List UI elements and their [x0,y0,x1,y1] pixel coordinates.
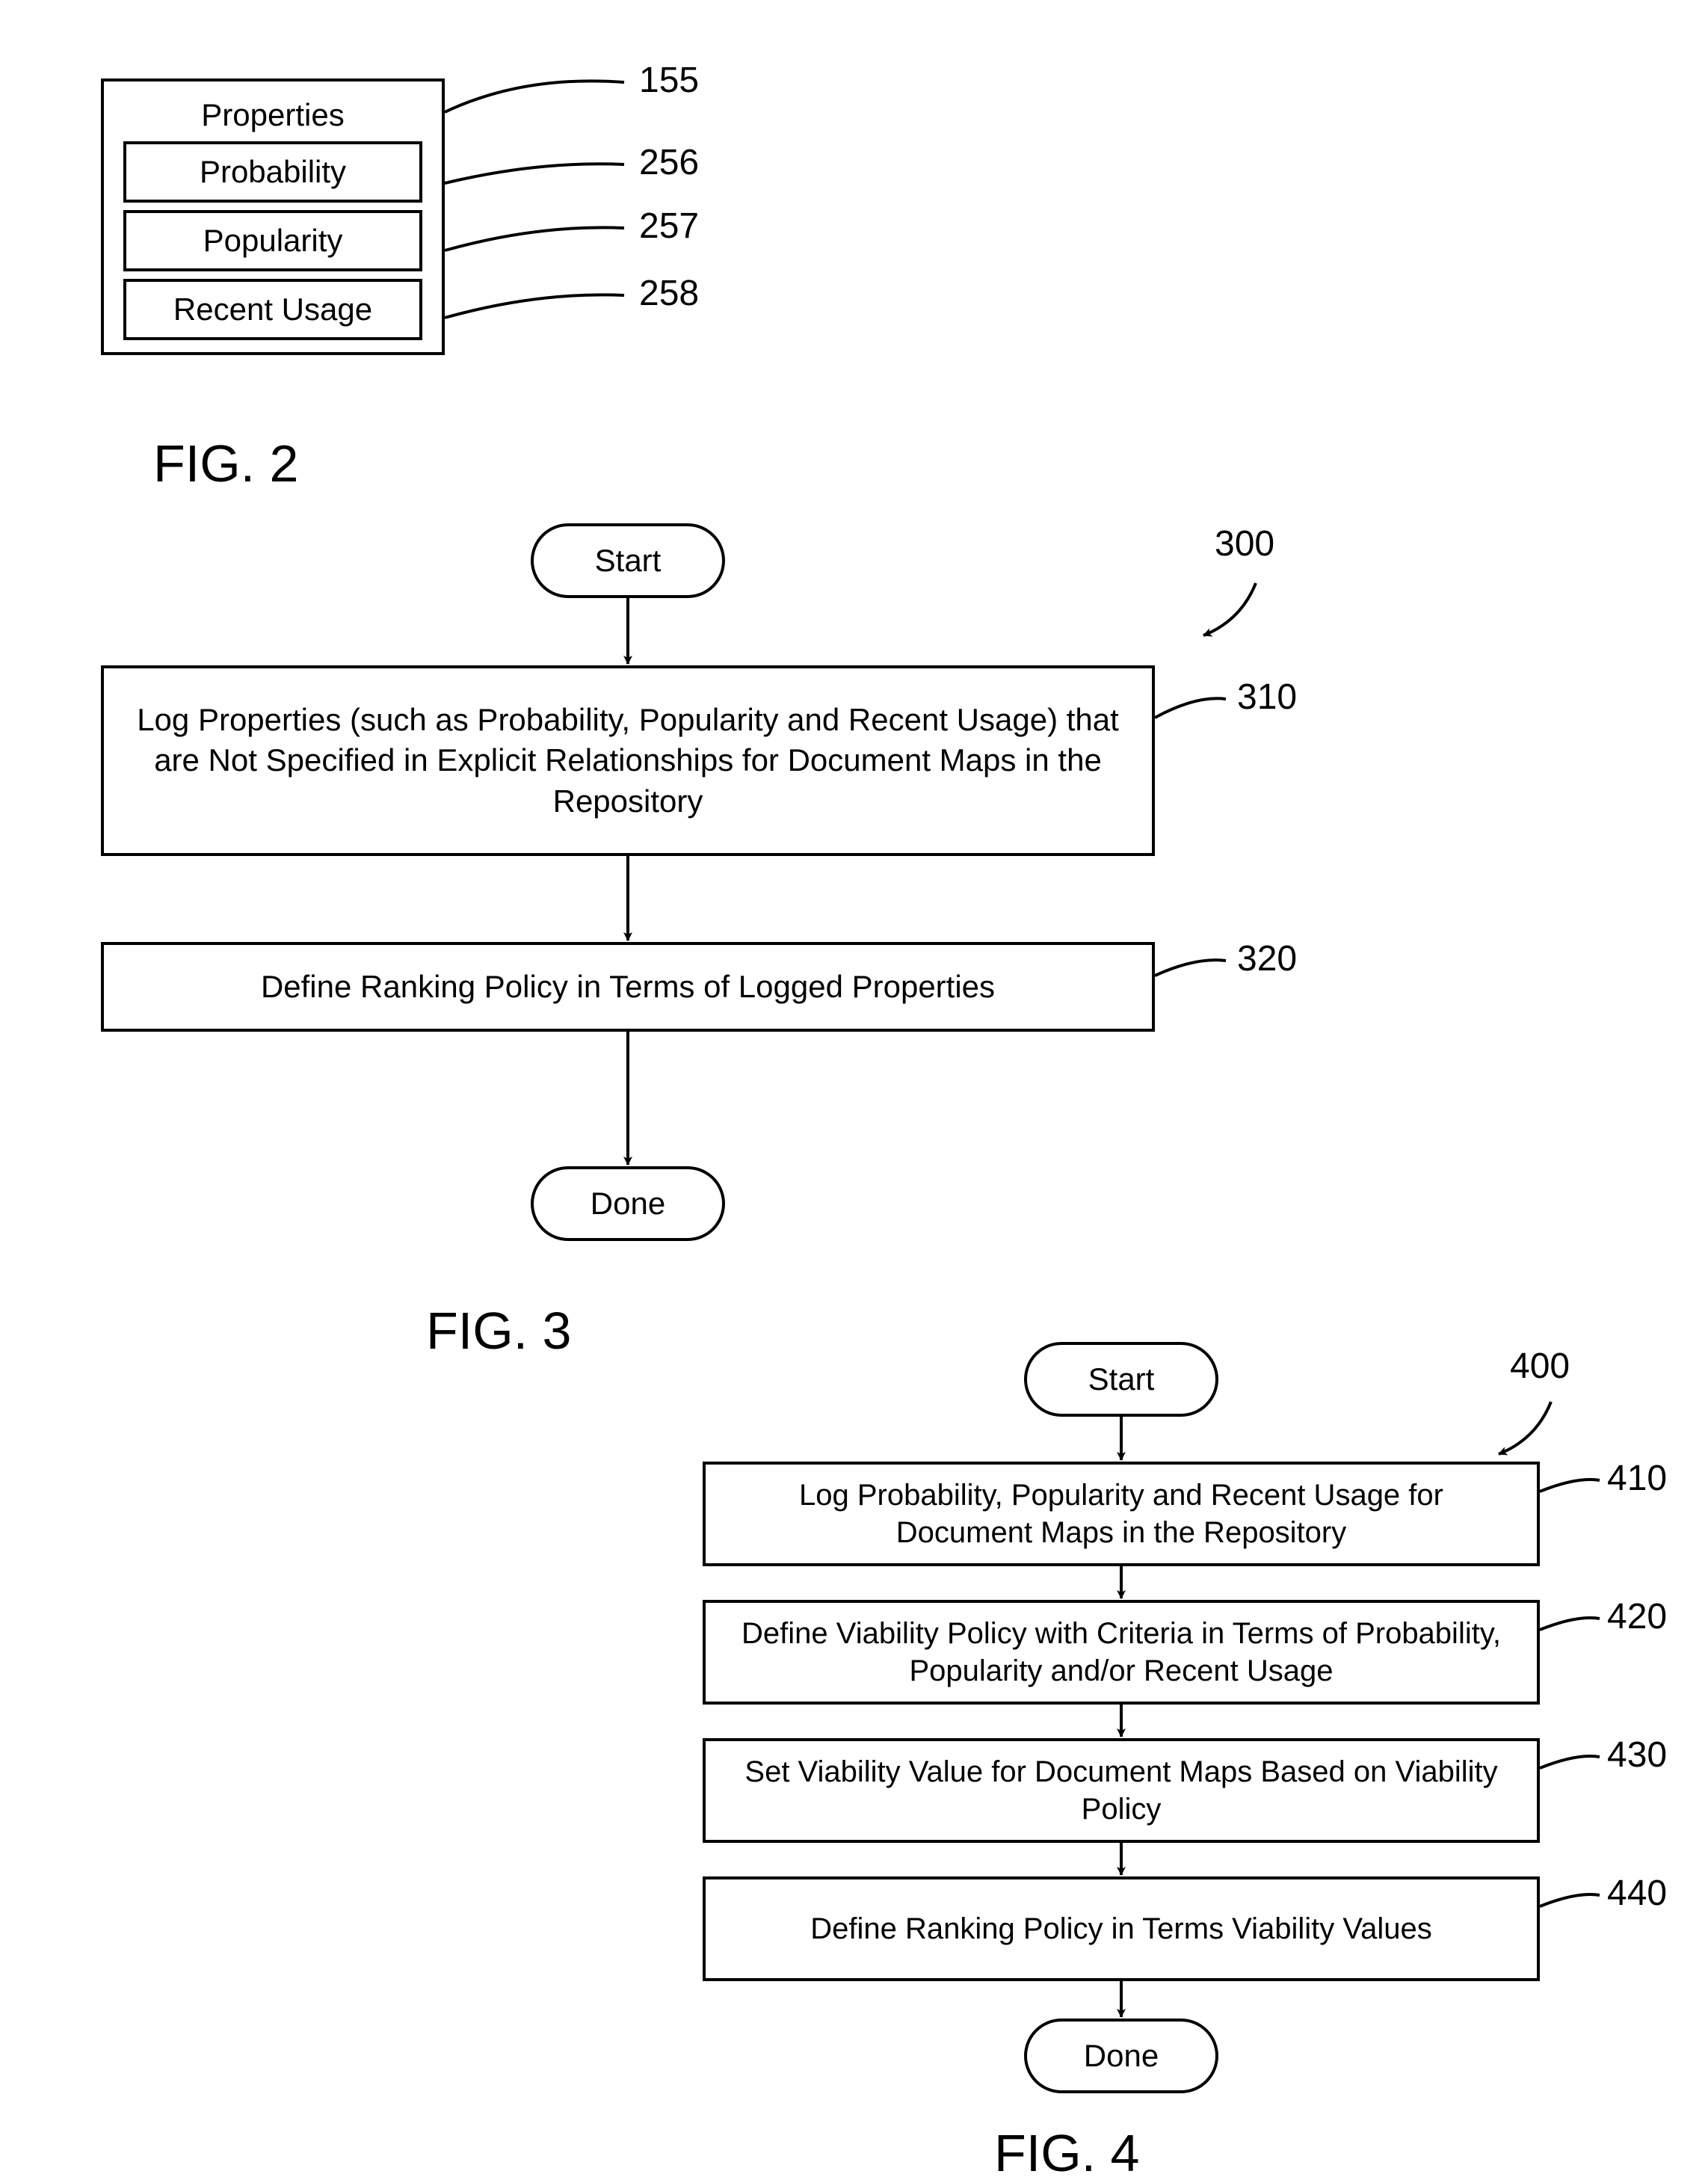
fig3-step-310: Log Properties (such as Probability, Pop… [101,665,1155,856]
fig4-step-420: Define Viability Policy with Criteria in… [703,1600,1540,1705]
fig4-step-410: Log Probability, Popularity and Recent U… [703,1462,1540,1566]
fig2-ref-258: 258 [639,273,699,314]
fig2-row-recent-usage: Recent Usage [123,279,422,340]
fig3-done: Done [531,1166,725,1241]
fig3-start: Start [531,523,725,598]
fig4-step-440: Define Ranking Policy in Terms Viability… [703,1876,1540,1981]
fig2-ref-256: 256 [639,142,699,183]
fig4-done: Done [1024,2019,1218,2093]
fig4-ref-430: 430 [1607,1734,1667,1776]
fig2-ref-257: 257 [639,206,699,247]
fig3-title: FIG. 3 [426,1301,571,1361]
fig4-step-430: Set Viability Value for Document Maps Ba… [703,1738,1540,1843]
diagram-canvas: Properties Probability Popularity Recent… [0,0,1708,2182]
fig4-ref-420: 420 [1607,1596,1667,1637]
fig2-title: FIG. 2 [153,434,298,493]
fig3-ref-320: 320 [1237,938,1297,979]
fig4-ref-410: 410 [1607,1458,1667,1499]
fig4-title: FIG. 4 [994,2123,1139,2183]
fig4-start: Start [1024,1342,1218,1417]
fig2-properties-header: Properties [201,89,344,141]
fig4-ref-440: 440 [1607,1873,1667,1914]
fig2-properties-box: Properties Probability Popularity Recent… [101,78,445,355]
fig2-ref-155: 155 [639,60,699,101]
fig3-ref-310: 310 [1237,677,1297,718]
fig3-step-320: Define Ranking Policy in Terms of Logged… [101,942,1155,1032]
fig2-row-probability: Probability [123,141,422,203]
fig4-ref-400: 400 [1510,1346,1570,1387]
fig2-row-popularity: Popularity [123,210,422,271]
fig3-ref-300: 300 [1215,523,1274,564]
